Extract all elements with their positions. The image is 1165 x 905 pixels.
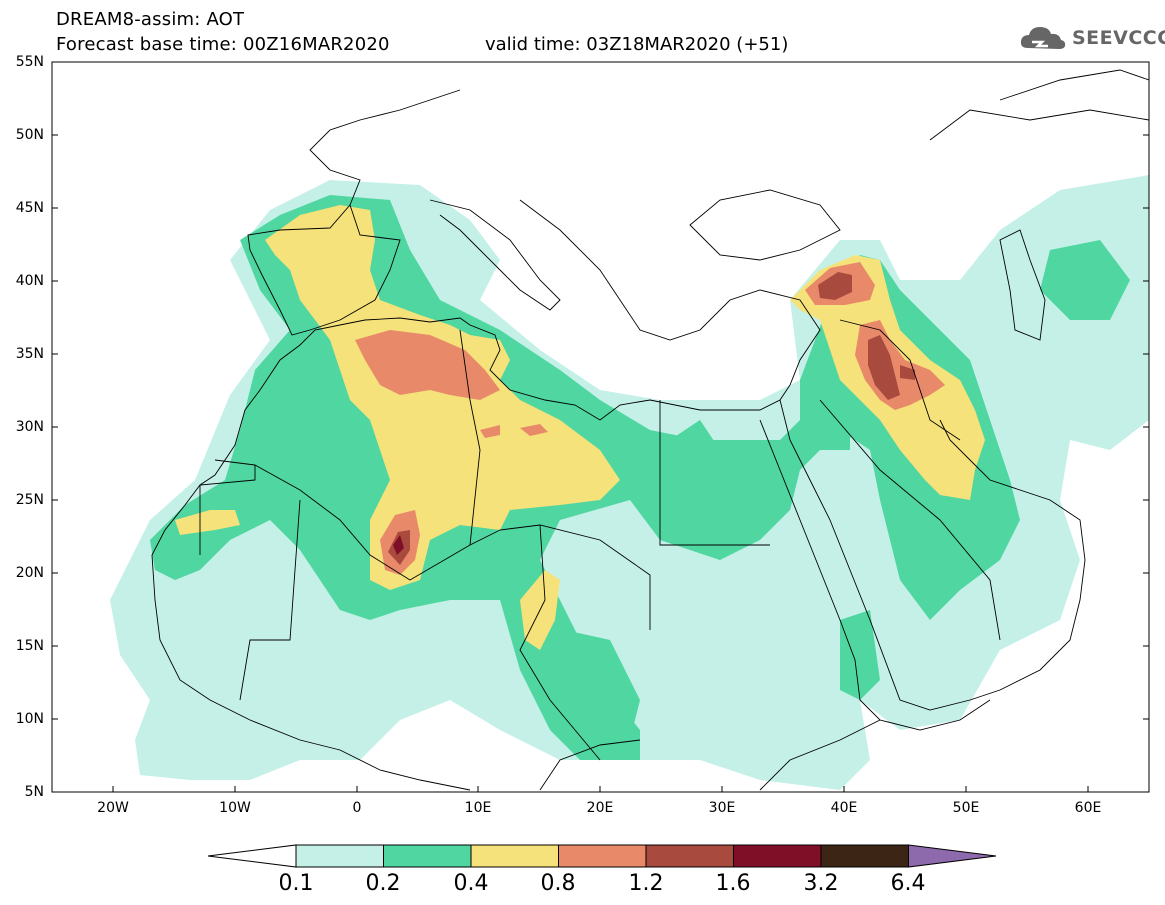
cloud-icon (1020, 27, 1066, 49)
colorbar-bin-4 (558, 844, 647, 868)
coastlines-borders (151, 69, 1149, 791)
colorbar-label: 1.2 (628, 871, 664, 896)
lat-label: 10N (15, 711, 44, 727)
colorbar-bin-6 (733, 844, 822, 868)
colorbar-label: 0.4 (453, 871, 489, 896)
seevccc-logo: SEEVCCC (1018, 22, 1165, 56)
forecast-base-time: Forecast base time: 00Z16MAR2020 (56, 34, 390, 55)
logo-text: SEEVCCC (1072, 27, 1165, 49)
colorbar-under-arrow (207, 844, 297, 868)
colorbar-bin-7 (820, 844, 909, 868)
colorbar-label: 0.8 (540, 871, 576, 896)
colorbar-label: 6.4 (890, 871, 926, 896)
lon-label: 40E (830, 800, 858, 816)
colorbar-label: 0.1 (278, 871, 314, 896)
lat-label: 35N (15, 346, 44, 362)
lon-label: 0 (352, 800, 362, 816)
lat-label: 30N (15, 419, 44, 435)
colorbar-label: 0.2 (365, 871, 401, 896)
axis-ticks (52, 61, 1149, 792)
lon-label: 20W (97, 800, 129, 816)
colorbar (207, 844, 997, 868)
lon-label: 10W (219, 800, 251, 816)
lon-label: 10E (464, 800, 492, 816)
colorbar-label: 1.6 (715, 871, 751, 896)
colorbar-label: 3.2 (803, 871, 839, 896)
lon-label: 20E (586, 800, 614, 816)
lat-label: 20N (15, 565, 44, 581)
lon-label: 30E (708, 800, 736, 816)
colorbar-over-arrow (908, 844, 997, 868)
valid-time: valid time: 03Z18MAR2020 (+51) (485, 34, 789, 55)
colorbar-bin-2 (383, 844, 472, 868)
lat-label: 55N (15, 54, 44, 70)
lon-label: 50E (952, 800, 980, 816)
lat-label: 15N (15, 638, 44, 654)
lat-label: 25N (15, 492, 44, 508)
lat-label: 5N (24, 784, 44, 800)
dust-field (110, 175, 1149, 790)
lat-label: 45N (15, 200, 44, 216)
map-title: DREAM8-assim: AOT (56, 9, 245, 30)
colorbar-bin-1 (295, 844, 384, 868)
colorbar-bin-5 (645, 844, 734, 868)
lon-label: 60E (1074, 800, 1102, 816)
lat-label: 40N (15, 273, 44, 289)
colorbar-bin-3 (470, 844, 559, 868)
lat-label: 50N (15, 127, 44, 143)
